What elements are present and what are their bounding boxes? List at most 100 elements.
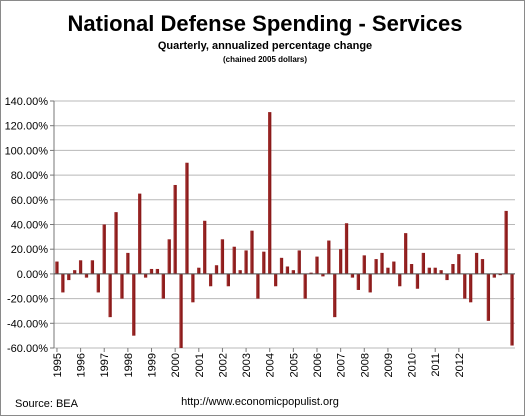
gridlines bbox=[54, 100, 515, 349]
x-tick-label: 2009 bbox=[383, 353, 395, 377]
bar-highlight bbox=[173, 184, 175, 274]
bar bbox=[398, 273, 402, 287]
x-tick-label: 2004 bbox=[265, 353, 277, 377]
x-tick-label: 2005 bbox=[288, 353, 300, 377]
bar bbox=[268, 112, 272, 274]
bar-highlight bbox=[161, 273, 164, 299]
bar-highlight bbox=[474, 252, 477, 274]
bar bbox=[368, 273, 372, 293]
bar-highlight bbox=[203, 220, 205, 274]
bar-highlight bbox=[61, 273, 63, 293]
chart-subtitle: Quarterly, annualized percentage change bbox=[158, 40, 372, 52]
y-tick-label: 40.00% bbox=[11, 220, 49, 232]
bar-highlight bbox=[427, 267, 430, 274]
bar bbox=[504, 210, 508, 274]
x-tick-label: 1996 bbox=[76, 353, 88, 377]
chart-title: National Defense Spending - Services bbox=[68, 11, 463, 36]
source-note: Source: BEA bbox=[15, 398, 79, 410]
bar-highlight bbox=[362, 255, 365, 274]
bar-highlight bbox=[327, 240, 329, 274]
bar bbox=[214, 265, 219, 274]
bar-highlight bbox=[262, 251, 264, 274]
chart-subtitle-units: (chained 2005 dollars) bbox=[223, 55, 307, 64]
y-tick-label: -20.00% bbox=[7, 294, 48, 306]
bar-highlight bbox=[303, 273, 306, 299]
bar bbox=[132, 273, 136, 336]
bar bbox=[167, 239, 171, 274]
bar bbox=[274, 273, 278, 287]
bar bbox=[90, 260, 95, 274]
bar-series bbox=[55, 112, 514, 348]
bar bbox=[138, 193, 142, 274]
bar-highlight bbox=[457, 254, 459, 274]
bar-highlight bbox=[197, 267, 199, 274]
x-tick-label: 2002 bbox=[217, 353, 229, 377]
bar bbox=[486, 273, 491, 321]
y-tick-label: 0.00% bbox=[17, 269, 48, 281]
bar bbox=[226, 273, 230, 287]
bar-highlight bbox=[96, 273, 99, 293]
bar-highlight bbox=[214, 265, 217, 274]
bar-highlight bbox=[108, 273, 110, 318]
bar bbox=[392, 261, 396, 274]
bar bbox=[415, 273, 420, 289]
bar bbox=[173, 184, 177, 274]
bar-highlight bbox=[386, 267, 388, 274]
bar bbox=[96, 273, 100, 293]
bar-highlight bbox=[250, 230, 252, 274]
bar bbox=[451, 264, 455, 274]
bar-highlight bbox=[149, 268, 152, 274]
y-tick-label: 120.00% bbox=[5, 121, 49, 133]
bar bbox=[208, 273, 213, 287]
bar bbox=[84, 273, 89, 278]
bar-highlight bbox=[226, 273, 229, 287]
bar bbox=[102, 224, 106, 274]
bar-highlight bbox=[368, 273, 371, 293]
bar-highlight bbox=[138, 193, 140, 274]
bar-highlight bbox=[480, 259, 483, 274]
y-tick-label: 140.00% bbox=[5, 96, 49, 108]
bar bbox=[321, 273, 325, 277]
bar bbox=[510, 273, 514, 346]
bar-highlight bbox=[274, 273, 276, 287]
bar-highlight bbox=[350, 273, 353, 278]
bar-highlight bbox=[67, 273, 69, 281]
bar bbox=[463, 273, 467, 299]
bar bbox=[297, 250, 301, 274]
bar bbox=[421, 252, 426, 274]
bar-highlight bbox=[297, 250, 300, 274]
bar bbox=[203, 220, 207, 274]
bar bbox=[61, 273, 65, 293]
bar-highlight bbox=[285, 266, 288, 274]
bar-highlight bbox=[90, 260, 93, 274]
bar bbox=[185, 162, 189, 274]
y-tick-label: 100.00% bbox=[5, 145, 49, 157]
bar-highlight bbox=[55, 261, 57, 274]
x-tick-label: 2012 bbox=[454, 353, 466, 377]
bar bbox=[238, 270, 242, 274]
bar-highlight bbox=[78, 260, 81, 274]
bar bbox=[256, 273, 260, 299]
bar bbox=[291, 270, 295, 274]
bar bbox=[492, 273, 496, 278]
bar bbox=[244, 250, 248, 274]
x-tick-label: 2001 bbox=[194, 353, 206, 377]
bar-highlight bbox=[143, 273, 146, 278]
bar-highlight bbox=[279, 257, 282, 274]
bar bbox=[439, 270, 443, 274]
bar bbox=[344, 223, 349, 274]
bar bbox=[126, 252, 130, 274]
bar bbox=[143, 273, 148, 278]
bar-highlight bbox=[486, 273, 489, 321]
y-tick-label: 20.00% bbox=[11, 244, 49, 256]
bar bbox=[262, 251, 266, 274]
bar-highlight bbox=[256, 273, 258, 299]
bar-highlight bbox=[291, 270, 294, 274]
bar-highlight bbox=[463, 273, 465, 299]
y-tick-label: -60.00% bbox=[7, 343, 48, 355]
bar-highlight bbox=[415, 273, 418, 289]
bar-highlight bbox=[73, 270, 75, 274]
bar bbox=[303, 273, 307, 299]
bar-highlight bbox=[433, 267, 436, 274]
